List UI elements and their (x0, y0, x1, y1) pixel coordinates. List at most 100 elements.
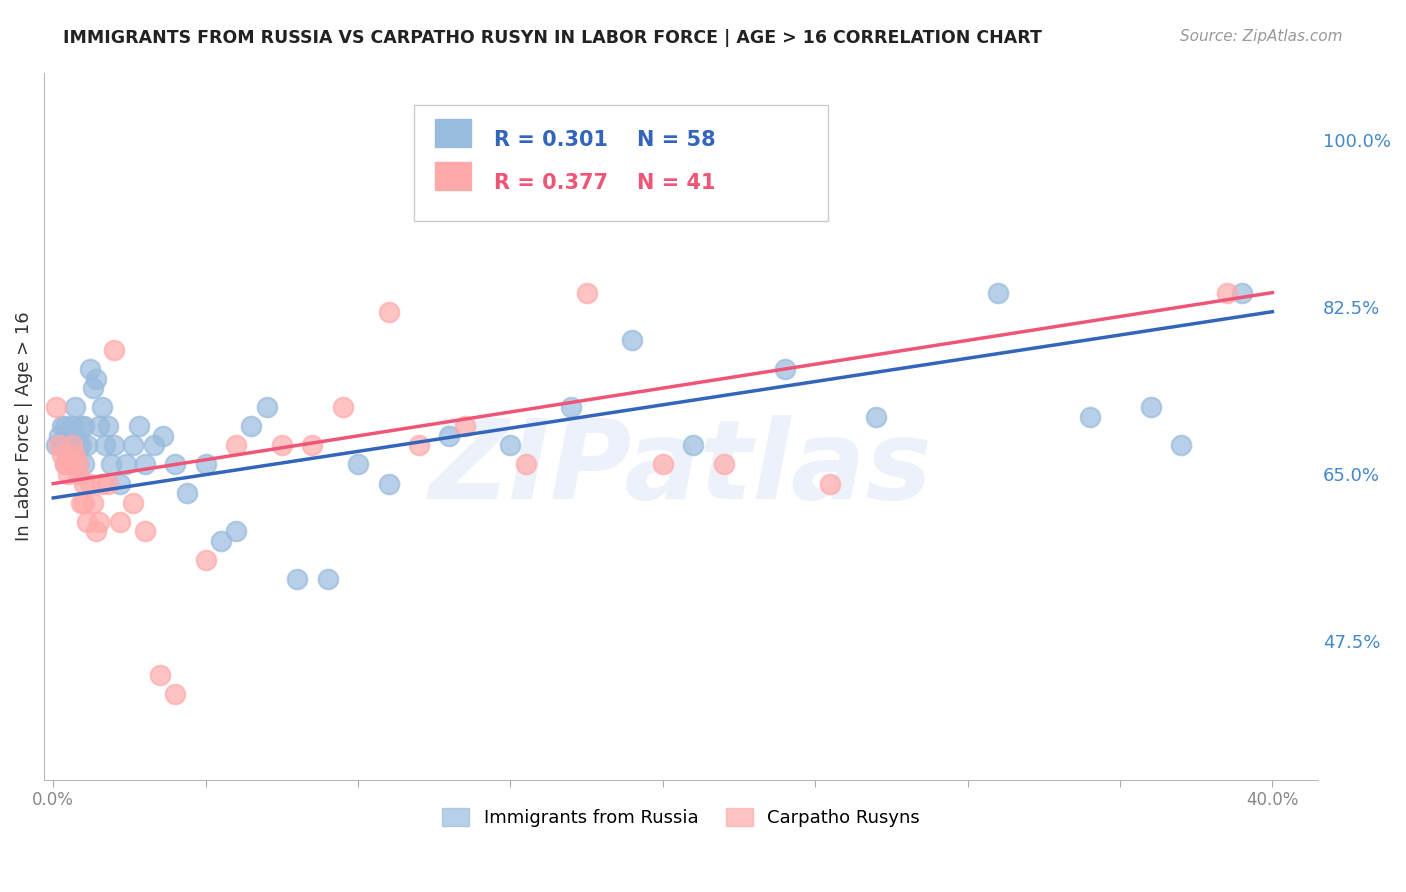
Point (377, 476, 399, 491)
Point (91, 400, 114, 414)
Point (97, 419, 120, 434)
Point (66, 458, 89, 472)
Point (651, 458, 673, 472)
Point (73, 476, 96, 491)
Point (51, 419, 73, 434)
Point (60, 419, 83, 434)
Point (194, 553, 217, 567)
Point (63, 448, 86, 462)
Point (63, 429, 86, 443)
Point (560, 400, 582, 414)
Point (454, 419, 477, 434)
Point (110, 476, 132, 491)
Point (51, 438, 73, 452)
Point (240, 419, 263, 434)
FancyBboxPatch shape (413, 104, 828, 221)
Point (55, 458, 77, 472)
Point (515, 458, 537, 472)
Point (134, 458, 156, 472)
Point (79, 362, 101, 376)
Point (55, 458, 77, 472)
Point (110, 515, 132, 529)
Point (115, 458, 138, 472)
Bar (436, 120, 471, 147)
Text: ZIPatlas: ZIPatlas (429, 415, 934, 522)
Point (82, 381, 104, 395)
Point (152, 429, 174, 443)
Point (66, 438, 89, 452)
Point (1139, 400, 1161, 414)
Legend: Immigrants from Russia, Carpatho Rusyns: Immigrants from Russia, Carpatho Rusyns (434, 800, 927, 834)
Point (499, 438, 522, 452)
Point (316, 572, 339, 586)
Point (194, 458, 217, 472)
Point (820, 476, 842, 491)
Point (55, 419, 77, 434)
Point (270, 438, 292, 452)
Point (225, 438, 247, 452)
Point (69, 438, 91, 452)
Point (301, 438, 323, 452)
Text: IMMIGRANTS FROM RUSSIA VS CARPATHO RUSYN IN LABOR FORCE | AGE > 16 CORRELATION C: IMMIGRANTS FROM RUSSIA VS CARPATHO RUSYN… (63, 29, 1042, 46)
Point (209, 533, 232, 548)
Point (121, 438, 143, 452)
Point (58, 467, 80, 481)
Point (165, 458, 187, 472)
Point (128, 419, 150, 434)
Point (48, 438, 70, 452)
Point (256, 400, 278, 414)
Point (84, 371, 107, 385)
Point (103, 438, 125, 452)
Point (76, 438, 98, 452)
Point (51, 448, 73, 462)
Point (1230, 285, 1253, 300)
Point (332, 400, 354, 414)
Point (87, 419, 110, 434)
Point (149, 667, 172, 681)
Point (87, 515, 110, 529)
Text: Source: ZipAtlas.com: Source: ZipAtlas.com (1180, 29, 1343, 44)
Point (91, 476, 114, 491)
Point (73, 458, 96, 472)
Point (865, 409, 887, 424)
Point (97, 476, 120, 491)
Point (48, 429, 70, 443)
Point (73, 496, 96, 510)
Point (45, 400, 67, 414)
Point (100, 458, 122, 472)
Point (987, 285, 1010, 300)
Point (347, 458, 370, 472)
Point (134, 524, 156, 539)
Point (142, 438, 165, 452)
Text: R = 0.301    N = 58: R = 0.301 N = 58 (494, 130, 716, 150)
Point (377, 304, 399, 318)
Point (73, 419, 96, 434)
Point (1078, 409, 1101, 424)
Point (103, 343, 125, 357)
Point (575, 285, 598, 300)
Point (1215, 285, 1237, 300)
Point (773, 362, 796, 376)
Text: R = 0.377    N = 41: R = 0.377 N = 41 (494, 172, 716, 193)
Point (176, 486, 198, 500)
Point (58, 458, 80, 472)
Point (82, 496, 104, 510)
Point (69, 419, 91, 434)
Point (45, 438, 67, 452)
Point (1170, 438, 1192, 452)
Point (225, 524, 247, 539)
Point (76, 515, 98, 529)
Point (285, 572, 308, 586)
Point (408, 438, 430, 452)
Point (66, 467, 89, 481)
Point (165, 687, 187, 701)
Point (439, 429, 461, 443)
Point (84, 524, 107, 539)
Point (713, 458, 735, 472)
Point (682, 438, 704, 452)
Y-axis label: In Labor Force | Age > 16: In Labor Force | Age > 16 (15, 311, 32, 541)
Point (79, 476, 101, 491)
Point (94, 438, 117, 452)
Point (58, 448, 80, 462)
Point (69, 496, 91, 510)
